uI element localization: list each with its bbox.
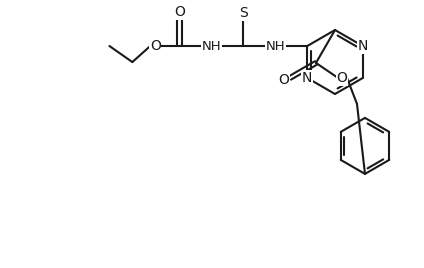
- Text: O: O: [279, 73, 290, 87]
- Text: O: O: [337, 71, 347, 85]
- Text: NH: NH: [265, 39, 285, 53]
- Text: O: O: [150, 39, 161, 53]
- Text: O: O: [174, 5, 185, 19]
- Text: N: N: [302, 71, 312, 85]
- Text: NH: NH: [201, 39, 221, 53]
- Text: S: S: [239, 6, 248, 20]
- Text: N: N: [357, 39, 368, 53]
